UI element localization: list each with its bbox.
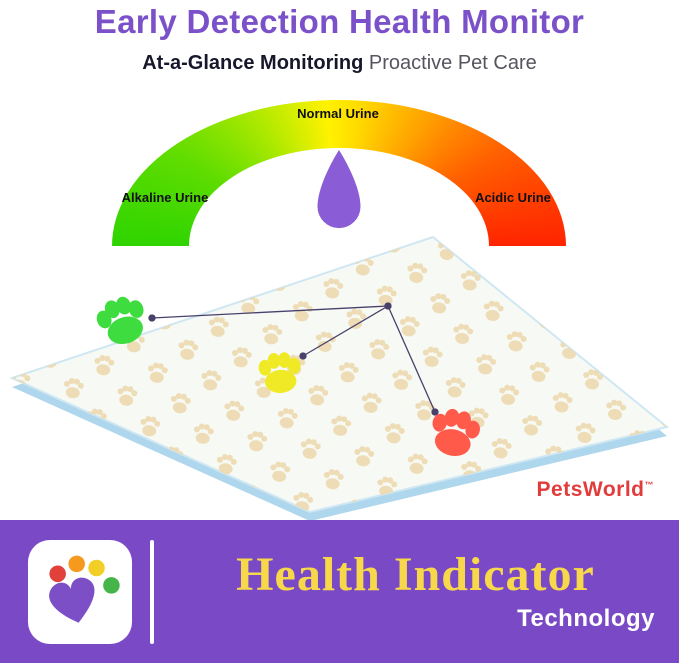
urine-droplet-icon xyxy=(317,149,361,229)
page-subtitle: At-a-Glance Monitoring Proactive Pet Car… xyxy=(0,52,679,75)
gauge-label-acidic: Acidic Urine xyxy=(475,190,551,205)
paw-heart-logo-svg xyxy=(49,555,120,623)
gauge-label-alkaline: Alkaline Urine xyxy=(121,190,209,205)
banner-subtitle: Technology xyxy=(517,604,655,632)
connector-lines xyxy=(148,302,439,416)
banner-divider xyxy=(150,539,154,644)
banner-title: Health Indicator xyxy=(236,548,595,602)
page-title: Early Detection Health Monitor xyxy=(94,3,585,40)
brand-name: PetsWorld xyxy=(536,478,645,501)
subtitle-bold-text: At-a-Glance Monitoring xyxy=(142,52,364,74)
banner-text: Health Indicator Technology xyxy=(170,548,661,632)
paw-heart-logo-icon xyxy=(28,539,132,644)
pad-surface-pattern xyxy=(12,237,667,512)
subtitle-regular-text: Proactive Pet Care xyxy=(368,52,537,74)
brand-logo: PetsWorld™ xyxy=(537,478,654,502)
banner: Health Indicator Technology xyxy=(0,520,679,663)
gauge-label-normal: Normal Urine xyxy=(297,106,379,121)
pee-pad-illustration xyxy=(9,235,670,520)
trademark-symbol: ™ xyxy=(644,480,654,490)
ph-gauge: Alkaline Urine Normal Urine Acidic Urine xyxy=(0,0,679,260)
